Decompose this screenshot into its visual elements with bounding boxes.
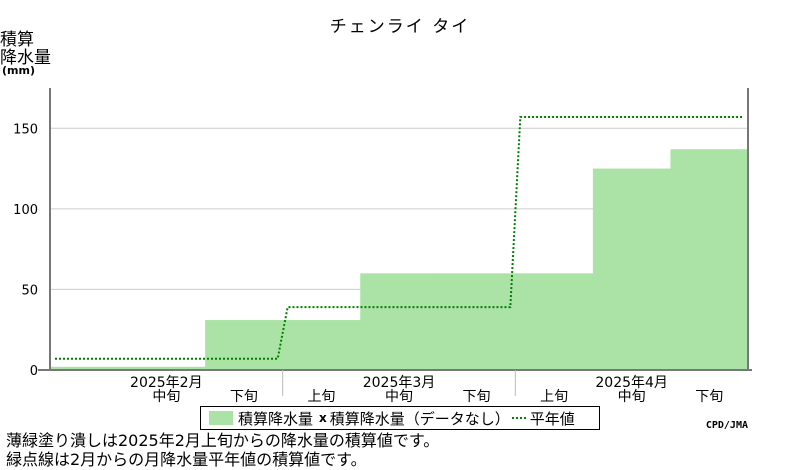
legend-label-normal: 平年値 (529, 409, 575, 428)
accumulated-bar (515, 273, 594, 370)
legend-item-normal: 平年値 (510, 408, 575, 429)
y-axis-label-line-2: 降水量 (0, 48, 51, 68)
x-tick-label-dekad: 下旬 (695, 389, 723, 405)
accumulated-bar (127, 366, 206, 370)
legend-label-no-data: 積算降水量（データなし） (329, 409, 510, 428)
y-tick-label: 0 (30, 364, 38, 379)
y-tick-label: 100 (13, 203, 38, 218)
y-tick-label: 150 (13, 122, 38, 137)
credit: CPD/JMA (705, 420, 748, 431)
accumulated-bar (670, 149, 749, 370)
x-tick-label-month: 2025年4月 (595, 375, 668, 391)
x-tick-label-dekad: 下旬 (463, 389, 491, 405)
x-tick-label-dekad: 中旬 (385, 389, 413, 405)
legend-dotted-line-icon (511, 417, 526, 419)
accumulated-bar (592, 168, 671, 370)
legend-x-mark-icon: x (319, 411, 327, 425)
x-tick-label-dekad: 上旬 (307, 389, 335, 405)
x-tick-label-dekad: 下旬 (230, 389, 258, 405)
normal-step-line (55, 116, 743, 360)
legend: 積算降水量 x 積算降水量（データなし） 平年値 (200, 406, 600, 430)
accumulated-bar (360, 273, 439, 370)
legend-label-accumulated: 積算降水量 (238, 409, 314, 428)
x-tick-label-dekad: 中旬 (152, 389, 180, 405)
x-tick-label-dekad: 中旬 (618, 389, 646, 405)
x-tick-label-month: 2025年3月 (363, 375, 436, 391)
x-tick-label-dekad: 上旬 (540, 389, 568, 405)
y-axis-unit: (mm) (2, 64, 35, 77)
legend-swatch-fill-icon (209, 411, 233, 425)
accumulated-bar (437, 273, 516, 370)
legend-item-no-data: x 積算降水量（データなし） (313, 408, 510, 429)
note-line-2: 緑点線は2月からの月降水量平年値の積算値です。 (6, 450, 367, 469)
chart-title: チェンライ タイ (329, 17, 471, 37)
x-tick-label-month: 2025年2月 (130, 375, 203, 391)
note-line-1: 薄緑塗り潰しは2025年2月上旬からの降水量の積算値です。 (6, 431, 440, 450)
y-tick-label: 50 (21, 283, 38, 298)
accumulated-bar (282, 320, 361, 370)
legend-item-accumulated: 積算降水量 (201, 408, 313, 429)
y-axis-label-line-1: 積算 (0, 30, 34, 50)
accumulated-bar (205, 320, 284, 370)
accumulated-bar (50, 366, 129, 370)
